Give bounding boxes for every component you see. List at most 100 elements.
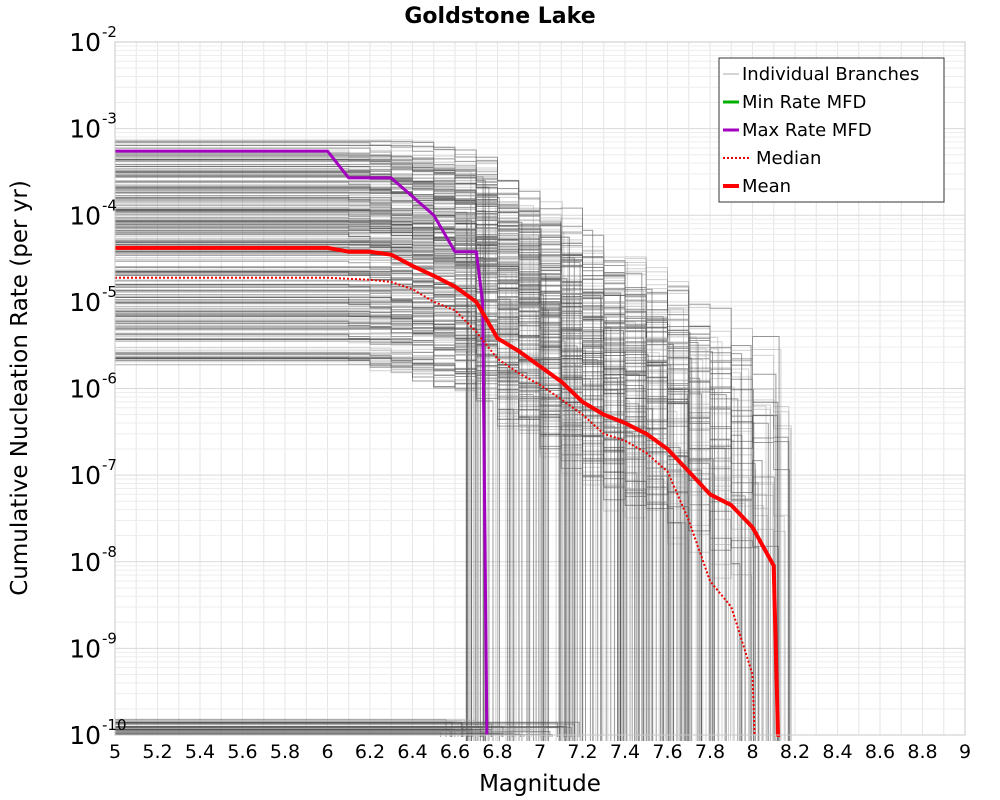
x-tick-label: 5 <box>109 741 121 763</box>
x-tick-label: 5.2 <box>142 741 172 763</box>
chart-title: Goldstone Lake <box>404 4 595 29</box>
branches-group <box>115 139 792 741</box>
y-tick-label: 10 -7 <box>69 456 117 490</box>
y-tick-base: 10 <box>69 375 101 404</box>
legend-label-median: Median <box>756 148 821 169</box>
branch-line <box>115 161 628 741</box>
y-tick-base: 10 <box>69 721 101 750</box>
branch-line <box>115 164 754 741</box>
legend-label-min-rate-mfd: Min Rate MFD <box>742 92 866 113</box>
y-tick-exponent: -9 <box>102 629 117 647</box>
x-tick-label: 6.4 <box>397 741 427 763</box>
branch-line <box>115 238 485 741</box>
y-tick-base: 10 <box>69 201 101 230</box>
branch-line <box>115 236 603 741</box>
x-tick-label: 8 <box>746 741 758 763</box>
y-tick-exponent: -5 <box>102 283 117 301</box>
y-tick-label: 10 -9 <box>69 629 117 663</box>
branch-line <box>115 141 594 741</box>
branch-line <box>115 296 591 741</box>
branch-line <box>115 181 771 741</box>
y-tick-base: 10 <box>69 634 101 663</box>
branch-line <box>115 199 486 741</box>
branch-line <box>115 254 622 741</box>
branch-line <box>115 209 701 741</box>
y-tick-exponent: -2 <box>102 23 117 41</box>
x-axis-label: Magnitude <box>479 771 601 797</box>
branch-line <box>115 160 653 741</box>
branch-line <box>115 302 651 741</box>
y-tick-exponent: -7 <box>102 456 117 474</box>
branch-line <box>115 156 750 741</box>
x-tick-label: 5.8 <box>270 741 300 763</box>
y-tick-exponent: -8 <box>102 543 117 561</box>
branch-line <box>115 306 791 741</box>
median-line <box>115 276 756 736</box>
x-tick-label: 6.8 <box>482 741 512 763</box>
y-tick-label: 10 -3 <box>69 110 117 144</box>
branch-line <box>115 180 497 741</box>
legend-label-individual-branches: Individual Branches <box>742 64 919 85</box>
legend-label-max-rate-mfd: Max Rate MFD <box>742 120 872 141</box>
x-tick-label: 9 <box>959 741 971 763</box>
y-tick-label: 10 -2 <box>69 23 117 57</box>
x-tick-label: 8.2 <box>780 741 810 763</box>
x-tick-label: 7.8 <box>695 741 725 763</box>
x-tick-label: 8.6 <box>865 741 895 763</box>
x-tick-label: 6.2 <box>355 741 385 763</box>
branch-line <box>115 175 523 741</box>
branch-line <box>115 217 756 741</box>
branch-line <box>115 173 472 741</box>
y-tick-label: 10 -5 <box>69 283 117 317</box>
y-tick-label: 10 -8 <box>69 543 117 577</box>
branch-line <box>115 283 472 741</box>
y-tick-base: 10 <box>69 28 101 57</box>
y-tick-label: 10 -4 <box>69 196 117 230</box>
y-tick-label: 10 -6 <box>69 370 117 404</box>
branch-line <box>115 144 562 741</box>
legend-box <box>718 57 945 203</box>
x-tick-label: 6 <box>321 741 333 763</box>
branch-line <box>115 286 469 741</box>
plot-area: 5 5.2 5.4 5.6 5.8 6 6.2 6.4 6.6 6.8 7 7.2 7.4 7.6 7.8 8… <box>69 23 971 763</box>
branch-line <box>115 271 528 741</box>
branch-line <box>115 244 743 741</box>
y-tick-exponent: -10 <box>102 716 127 734</box>
y-tick-base: 10 <box>69 548 101 577</box>
branch-line <box>115 147 486 741</box>
x-tick-label: 5.6 <box>227 741 257 763</box>
branch-line <box>115 285 609 741</box>
y-tick-exponent: -3 <box>102 110 117 128</box>
branch-line <box>115 157 570 741</box>
y-tick-exponent: -6 <box>102 370 117 388</box>
mean-line <box>115 245 781 737</box>
branch-line-low <box>115 726 560 737</box>
branch-line <box>115 154 565 741</box>
y-tick-base: 10 <box>69 461 101 490</box>
y-tick-exponent: -4 <box>102 196 117 214</box>
branch-line-low <box>115 733 503 737</box>
x-tick-label: 6.6 <box>440 741 470 763</box>
branch-line <box>115 321 470 741</box>
y-tick-base: 10 <box>69 115 101 144</box>
x-tick-label: 7.6 <box>652 741 682 763</box>
branch-line <box>115 208 547 741</box>
branch-line <box>115 212 692 741</box>
branch-line <box>115 241 511 741</box>
max-rate-mfd-line <box>115 149 489 736</box>
legend: Individual Branches Min Rate MFD Max Rate … <box>718 57 945 203</box>
x-tick-label: 7 <box>534 741 546 763</box>
x-tick-label: 7.2 <box>567 741 597 763</box>
branch-line <box>115 310 479 741</box>
y-axis-label: Cumulative Nucleation Rate (per yr) <box>7 180 33 596</box>
plot-frame <box>114 41 966 736</box>
branch-line <box>115 352 687 741</box>
x-tick-label: 8.4 <box>822 741 852 763</box>
y-tick-label: 10 -10 <box>69 716 126 750</box>
branch-line-low <box>115 725 516 737</box>
branch-line <box>115 289 515 741</box>
x-tick-label: 5.4 <box>185 741 215 763</box>
branch-line <box>115 355 615 741</box>
branch-line <box>115 233 715 741</box>
